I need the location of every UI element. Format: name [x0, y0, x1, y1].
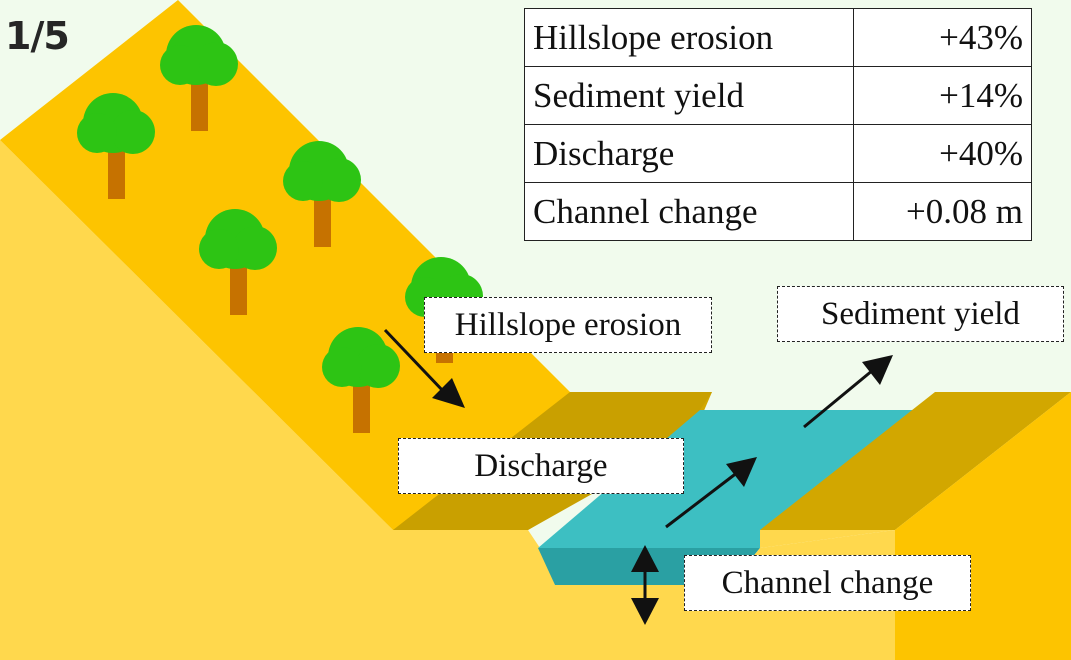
table-row: Hillslope erosion +43% [524, 8, 1032, 67]
table-cell-label: Hillslope erosion [524, 8, 854, 67]
tree-icon [322, 327, 400, 433]
table-cell-value: +14% [853, 66, 1032, 125]
table-row: Discharge +40% [524, 124, 1032, 183]
arrows [383, 328, 893, 625]
table-row: Sediment yield +14% [524, 66, 1032, 125]
table-cell-label: Channel change [524, 182, 854, 241]
table-row: Channel change +0.08 m [524, 182, 1032, 241]
table-cell-value: +43% [853, 8, 1032, 67]
tree-icon [283, 141, 361, 247]
channel-change-arrowhead-up [631, 545, 659, 572]
table-cell-value: +40% [853, 124, 1032, 183]
channel-change-callout: Channel change [684, 555, 971, 611]
right-bank [760, 392, 1071, 530]
hillslope-surface [0, 0, 1071, 530]
discharge-arrow [665, 470, 739, 529]
sediment-yield-arrowhead [862, 355, 893, 385]
tree-icon [77, 93, 155, 199]
page-indicator: 1/5 [5, 14, 70, 58]
hillslope-erosion-arrowhead [432, 378, 465, 408]
hillslope-erosion-arrow [383, 328, 446, 394]
sediment-yield-callout: Sediment yield [777, 286, 1064, 342]
discharge-callout: Discharge [398, 438, 684, 494]
table-cell-label: Discharge [524, 124, 854, 183]
discharge-arrowhead [726, 457, 757, 487]
tree-icon [199, 209, 277, 315]
hillslope-erosion-callout: Hillslope erosion [424, 297, 712, 353]
change-table: Hillslope erosion +43% Sediment yield +1… [524, 8, 1032, 241]
tree-icon [160, 25, 238, 131]
table-cell-label: Sediment yield [524, 66, 854, 125]
channel-change-arrowhead-down [631, 598, 659, 625]
sediment-yield-arrow [803, 368, 874, 429]
table-cell-value: +0.08 m [853, 182, 1032, 241]
